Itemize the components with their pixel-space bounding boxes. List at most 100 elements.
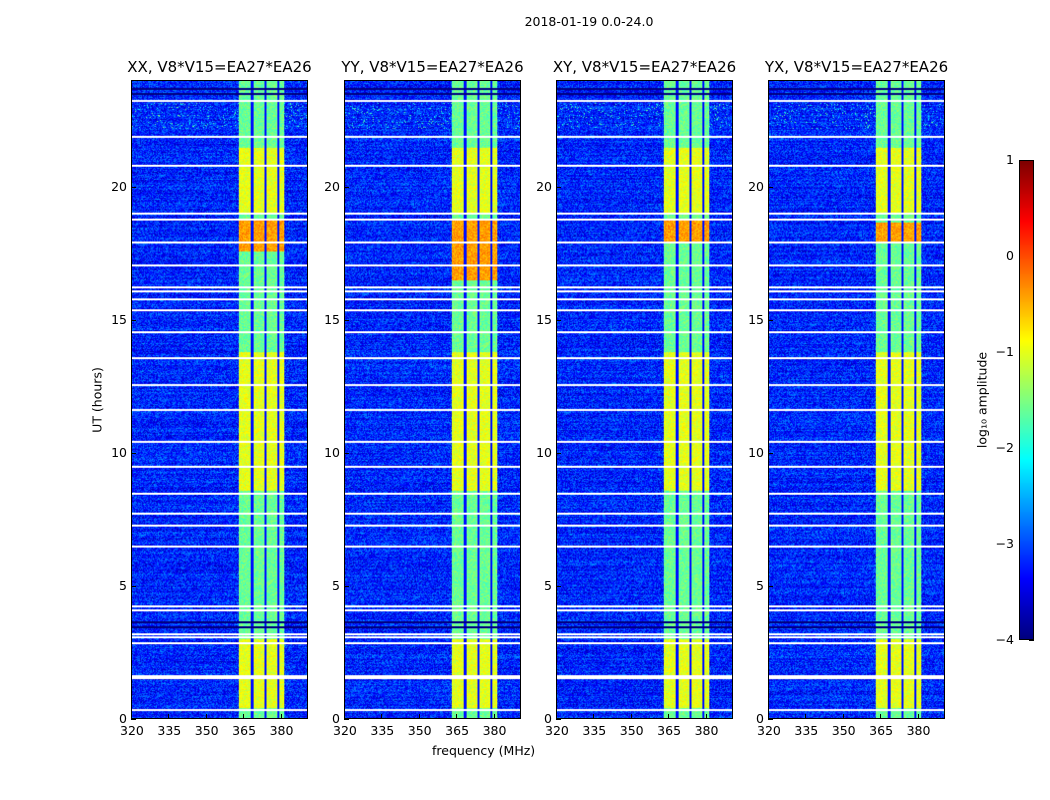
x-tick [668, 714, 670, 719]
x-tick-label: 380 [482, 723, 507, 738]
y-tick [556, 585, 561, 587]
heatmap-image [345, 81, 520, 718]
x-tick [630, 714, 632, 719]
y-tick [556, 452, 561, 454]
x-tick [493, 714, 495, 719]
x-tick [880, 714, 882, 719]
y-tick [768, 452, 773, 454]
colorbar-tick-label: −2 [995, 440, 1014, 455]
y-tick [344, 319, 349, 321]
x-tick-label: 335 [794, 723, 819, 738]
y-tick [768, 719, 773, 720]
x-tick [768, 714, 769, 719]
y-tick-label: 20 [111, 178, 127, 194]
x-tick [456, 714, 458, 719]
y-tick [768, 585, 773, 587]
y-tick [344, 452, 349, 454]
x-tick [131, 714, 132, 719]
colorbar-tick-label: 0 [1006, 248, 1014, 263]
y-tick [131, 452, 136, 454]
y-tick-label: 20 [748, 178, 764, 194]
y-tick-label: 15 [536, 311, 552, 327]
x-tick [280, 714, 282, 719]
panel-title: YY, V8*V15=EA27*EA26 [341, 58, 524, 76]
spectrogram-panel [131, 80, 308, 719]
y-tick-label: 0 [756, 711, 764, 726]
x-tick [381, 714, 383, 719]
y-tick-label: 5 [544, 577, 552, 593]
x-tick [556, 714, 557, 719]
spectrogram-panel [344, 80, 521, 719]
colorbar-label: log₁₀ amplitude [974, 351, 990, 449]
x-tick-label: 320 [120, 723, 144, 738]
x-tick [705, 714, 707, 719]
y-tick-label: 20 [324, 178, 340, 194]
spectrogram-panel [556, 80, 733, 719]
y-tick-label: 5 [756, 577, 764, 593]
x-tick-label: 365 [445, 723, 470, 738]
panel-title: XY, V8*V15=EA27*EA26 [552, 58, 737, 76]
x-tick-label: 350 [194, 723, 219, 738]
x-tick [917, 714, 919, 719]
x-tick [842, 714, 844, 719]
x-tick [418, 714, 420, 719]
x-tick-label: 380 [269, 723, 294, 738]
x-tick-label: 335 [157, 723, 182, 738]
spectrogram-panel [768, 80, 945, 719]
y-tick-label: 20 [536, 178, 552, 194]
x-tick-label: 380 [694, 723, 719, 738]
x-tick [168, 714, 170, 719]
y-tick-label: 0 [119, 711, 127, 726]
y-tick [556, 319, 561, 321]
x-tick-label: 365 [657, 723, 682, 738]
y-tick [768, 186, 773, 188]
y-tick-label: 5 [332, 577, 340, 593]
y-tick [344, 186, 349, 188]
y-tick-label: 15 [324, 311, 340, 327]
heatmap-image [557, 81, 732, 718]
y-tick-label: 15 [111, 311, 127, 327]
colorbar-tick-label: −3 [995, 536, 1014, 551]
x-axis-label: frequency (MHz) [432, 743, 536, 758]
x-tick-label: 335 [370, 723, 395, 738]
x-tick-label: 335 [582, 723, 607, 738]
y-tick [344, 719, 349, 720]
x-tick-label: 350 [407, 723, 432, 738]
x-tick [205, 714, 207, 719]
x-tick [344, 714, 345, 719]
colorbar-tick-label: −1 [995, 344, 1014, 359]
x-tick-label: 350 [619, 723, 644, 738]
figure-title: 2018-01-19 0.0-24.0 [524, 14, 654, 29]
x-tick [805, 714, 807, 719]
y-tick-label: 10 [324, 444, 340, 460]
y-tick-label: 10 [536, 444, 552, 460]
y-tick [131, 186, 136, 188]
colorbar-tick [1029, 640, 1034, 641]
colorbar-tick-label: −4 [995, 632, 1014, 647]
x-tick-label: 380 [906, 723, 931, 738]
y-tick [131, 319, 136, 321]
y-tick [131, 585, 136, 587]
x-tick-label: 320 [333, 723, 357, 738]
x-tick-label: 365 [232, 723, 257, 738]
y-tick-label: 15 [748, 311, 764, 327]
y-tick-label: 10 [111, 444, 127, 460]
heatmap-image [769, 81, 944, 718]
y-tick [131, 719, 136, 720]
colorbar [1019, 160, 1034, 640]
colorbar-tick-label: 1 [1006, 152, 1014, 167]
x-tick [243, 714, 245, 719]
y-tick-label: 0 [544, 711, 552, 726]
y-tick [556, 719, 561, 720]
x-tick-label: 320 [545, 723, 569, 738]
y-tick-label: 10 [748, 444, 764, 460]
heatmap-image [132, 81, 307, 718]
y-tick [344, 585, 349, 587]
x-tick-label: 320 [757, 723, 781, 738]
x-tick-label: 350 [831, 723, 856, 738]
panel-title: YX, V8*V15=EA27*EA26 [764, 58, 949, 76]
y-tick-label: 0 [332, 711, 340, 726]
y-tick [556, 186, 561, 188]
y-axis-label: UT (hours) [89, 367, 105, 433]
y-tick [768, 319, 773, 321]
